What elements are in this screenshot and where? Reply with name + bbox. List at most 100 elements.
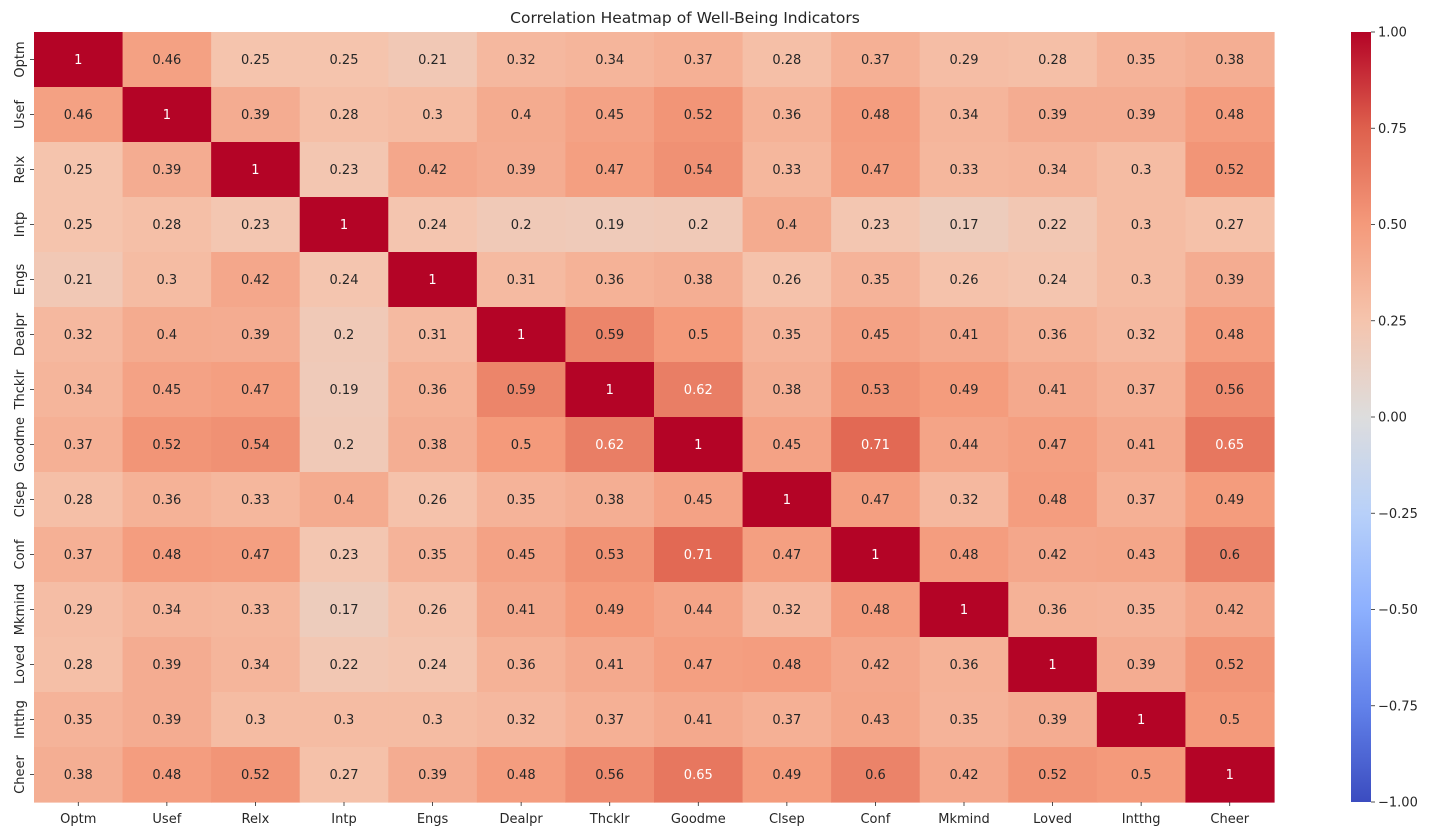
cell-value-label: 0.5 bbox=[1131, 768, 1152, 783]
cell-value-label: 0.36 bbox=[1038, 328, 1067, 343]
heatmap-cell bbox=[122, 527, 212, 583]
heatmap-cell bbox=[1008, 527, 1098, 583]
cell-value-label: 0.38 bbox=[772, 383, 801, 398]
y-tick-label: Conf bbox=[13, 539, 28, 569]
cell-value-label: 0.3 bbox=[1131, 163, 1152, 178]
heatmap-cell bbox=[831, 692, 921, 748]
heatmap-cell bbox=[654, 142, 744, 198]
cell-value-label: 0.43 bbox=[861, 713, 890, 728]
x-tick-label: Thcklr bbox=[589, 812, 630, 827]
heatmap-cell bbox=[211, 747, 301, 803]
cell-value-label: 1 bbox=[606, 383, 614, 398]
chart-title: Correlation Heatmap of Well-Being Indica… bbox=[510, 9, 860, 27]
heatmap-cell bbox=[299, 637, 389, 693]
cell-value-label: 0.38 bbox=[418, 438, 447, 453]
heatmap-cell bbox=[919, 747, 1009, 803]
heatmap-cell bbox=[211, 252, 301, 308]
heatmap-cell bbox=[654, 692, 744, 748]
heatmap-cell bbox=[476, 527, 567, 583]
colorbar-tick-label: −0.50 bbox=[1378, 603, 1418, 618]
heatmap-cell bbox=[831, 307, 921, 363]
heatmap-cell bbox=[1096, 747, 1187, 803]
cell-value-label: 0.42 bbox=[861, 658, 890, 673]
heatmap-cell bbox=[299, 87, 389, 143]
heatmap-cell bbox=[1185, 692, 1275, 748]
heatmap-cell-labels: 1 0.46 0.25 0.25 0.21 0.32 0.34 0.37 0.28 0.37 0.2… bbox=[64, 53, 1244, 783]
heatmap-cell bbox=[831, 527, 921, 583]
cell-value-label: 0.19 bbox=[330, 383, 359, 398]
heatmap-cell bbox=[299, 32, 389, 88]
heatmap-cell bbox=[654, 252, 744, 308]
heatmap-cell bbox=[654, 32, 744, 88]
heatmap-cell bbox=[34, 362, 124, 418]
cell-value-label: 0.48 bbox=[1215, 108, 1244, 123]
heatmap-cell bbox=[388, 197, 478, 253]
cell-value-label: 0.33 bbox=[241, 493, 270, 508]
y-tick-label: Clsep bbox=[13, 482, 28, 518]
heatmap-cell bbox=[565, 197, 655, 253]
cell-value-label: 0.34 bbox=[1038, 163, 1067, 178]
cell-value-label: 0.22 bbox=[330, 658, 359, 673]
heatmap-cell bbox=[388, 692, 478, 748]
heatmap-cell bbox=[476, 307, 567, 363]
heatmap-cell bbox=[211, 87, 301, 143]
y-tick-label: Dealpr bbox=[13, 312, 28, 356]
cell-value-label: 0.47 bbox=[684, 658, 713, 673]
heatmap-cell bbox=[299, 197, 389, 253]
heatmap-cell bbox=[919, 252, 1009, 308]
colorbar-gradient bbox=[1351, 32, 1371, 802]
cell-value-label: 0.25 bbox=[241, 53, 270, 68]
heatmap-cell bbox=[211, 472, 301, 528]
cell-value-label: 0.37 bbox=[595, 713, 624, 728]
heatmap-cell bbox=[476, 417, 567, 473]
heatmap-cell bbox=[388, 142, 478, 198]
heatmap-cell bbox=[919, 142, 1009, 198]
heatmap-cell bbox=[742, 747, 832, 803]
cell-value-label: 0.38 bbox=[1215, 53, 1244, 68]
heatmap-cell bbox=[211, 307, 301, 363]
cell-value-label: 0.48 bbox=[1215, 328, 1244, 343]
cell-value-label: 0.2 bbox=[688, 218, 709, 233]
heatmap-cell bbox=[654, 472, 744, 528]
cell-value-label: 0.36 bbox=[595, 273, 624, 288]
cell-value-label: 0.44 bbox=[684, 603, 713, 618]
cell-value-label: 0.41 bbox=[1127, 438, 1156, 453]
heatmap-cell bbox=[299, 252, 389, 308]
heatmap-cell bbox=[831, 582, 921, 638]
cell-value-label: 0.34 bbox=[950, 108, 979, 123]
heatmap-cell bbox=[122, 87, 212, 143]
cell-value-label: 0.5 bbox=[511, 438, 532, 453]
heatmap-cell bbox=[1008, 582, 1098, 638]
cell-value-label: 0.6 bbox=[1219, 548, 1240, 563]
heatmap-cell bbox=[565, 527, 655, 583]
cell-value-label: 0.47 bbox=[861, 493, 890, 508]
cell-value-label: 0.3 bbox=[422, 108, 443, 123]
y-tick-label: Engs bbox=[13, 264, 28, 296]
cell-value-label: 0.39 bbox=[418, 768, 447, 783]
heatmap-cell bbox=[831, 747, 921, 803]
heatmap-cell bbox=[1096, 252, 1187, 308]
heatmap-cell bbox=[919, 527, 1009, 583]
cell-value-label: 0.41 bbox=[595, 658, 624, 673]
heatmap-cell bbox=[476, 472, 567, 528]
cell-value-label: 0.23 bbox=[330, 548, 359, 563]
cell-value-label: 0.35 bbox=[418, 548, 447, 563]
cell-value-label: 0.36 bbox=[950, 658, 979, 673]
cell-value-label: 0.25 bbox=[64, 163, 93, 178]
heatmap-cell bbox=[122, 32, 212, 88]
cell-value-label: 0.19 bbox=[595, 218, 624, 233]
cell-value-label: 0.2 bbox=[334, 328, 355, 343]
cell-value-label: 0.3 bbox=[157, 273, 178, 288]
heatmap-cell bbox=[1185, 417, 1275, 473]
cell-value-label: 0.36 bbox=[1038, 603, 1067, 618]
heatmap-cell bbox=[476, 582, 567, 638]
cell-value-label: 0.23 bbox=[241, 218, 270, 233]
cell-value-label: 0.48 bbox=[861, 108, 890, 123]
cell-value-label: 0.52 bbox=[684, 108, 713, 123]
heatmap-cell bbox=[654, 362, 744, 418]
heatmap-cell bbox=[1008, 32, 1098, 88]
heatmap-cell bbox=[1185, 637, 1275, 693]
heatmap-cell bbox=[1008, 252, 1098, 308]
cell-value-label: 0.42 bbox=[241, 273, 270, 288]
cell-value-label: 0.37 bbox=[64, 548, 93, 563]
